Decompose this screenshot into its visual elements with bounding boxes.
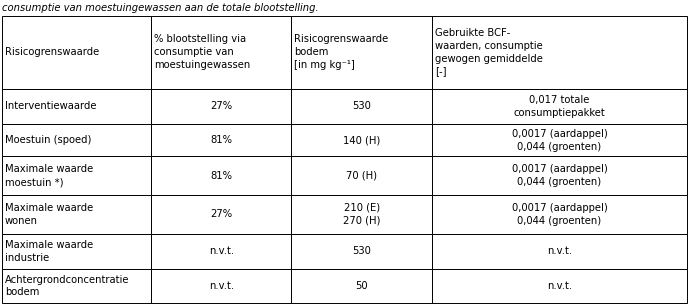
Bar (432, 156, 687, 195)
Text: 0,0017 (aardappel)
0,044 (groenten): 0,0017 (aardappel) 0,044 (groenten) (511, 129, 607, 152)
Bar (151, 124, 291, 156)
Text: consumptie van moestuingewassen aan de totale blootstelling.: consumptie van moestuingewassen aan de t… (2, 3, 318, 13)
Bar (432, 88, 687, 124)
Bar (2, 124, 151, 156)
Text: 27%: 27% (210, 209, 232, 219)
Text: 27%: 27% (210, 101, 232, 111)
Text: Gebruikte BCF-
waarden, consumptie
gewogen gemiddelde
[-]: Gebruikte BCF- waarden, consumptie gewog… (435, 28, 543, 77)
Bar (291, 124, 432, 156)
Text: Maximale waarde
moestuin *): Maximale waarde moestuin *) (5, 164, 93, 187)
Text: 530: 530 (352, 101, 371, 111)
Text: 0,0017 (aardappel)
0,044 (groenten): 0,0017 (aardappel) 0,044 (groenten) (511, 203, 607, 226)
Text: n.v.t.: n.v.t. (209, 246, 234, 257)
Bar (151, 16, 291, 88)
Text: 70 (H): 70 (H) (346, 170, 377, 181)
Text: Maximale waarde
industrie: Maximale waarde industrie (5, 240, 93, 263)
Bar (2, 88, 151, 124)
Bar (291, 195, 432, 234)
Text: Risicogrenswaarde: Risicogrenswaarde (5, 47, 99, 57)
Text: Moestuin (spoed): Moestuin (spoed) (5, 135, 92, 145)
Bar (151, 234, 291, 269)
Text: Interventiewaarde: Interventiewaarde (5, 101, 96, 111)
Text: n.v.t.: n.v.t. (547, 246, 572, 257)
Text: 81%: 81% (210, 135, 232, 145)
Bar (2, 16, 151, 88)
Bar (291, 16, 432, 88)
Bar (432, 269, 687, 303)
Text: n.v.t.: n.v.t. (547, 281, 572, 291)
Bar (151, 88, 291, 124)
Bar (151, 269, 291, 303)
Text: Achtergrondconcentratie
bodem: Achtergrondconcentratie bodem (5, 275, 130, 297)
Text: 530: 530 (352, 246, 371, 257)
Text: 50: 50 (356, 281, 368, 291)
Text: 0,017 totale
consumptiepakket: 0,017 totale consumptiepakket (513, 95, 606, 118)
Text: % blootstelling via
consumptie van
moestuingewassen: % blootstelling via consumptie van moest… (154, 34, 250, 70)
Text: 0,0017 (aardappel)
0,044 (groenten): 0,0017 (aardappel) 0,044 (groenten) (511, 164, 607, 187)
Bar (2, 156, 151, 195)
Bar (432, 234, 687, 269)
Bar (432, 195, 687, 234)
Bar (432, 16, 687, 88)
Text: 140 (H): 140 (H) (343, 135, 380, 145)
Bar (2, 195, 151, 234)
Text: 210 (E)
270 (H): 210 (E) 270 (H) (343, 203, 380, 226)
Bar (291, 88, 432, 124)
Bar (291, 156, 432, 195)
Bar (151, 156, 291, 195)
Bar (432, 124, 687, 156)
Bar (291, 234, 432, 269)
Bar (291, 269, 432, 303)
Bar (2, 269, 151, 303)
Text: Risicogrenswaarde
bodem
[in mg kg⁻¹]: Risicogrenswaarde bodem [in mg kg⁻¹] (294, 34, 389, 70)
Bar (151, 195, 291, 234)
Bar (2, 234, 151, 269)
Text: Maximale waarde
wonen: Maximale waarde wonen (5, 203, 93, 226)
Text: 81%: 81% (210, 170, 232, 181)
Text: n.v.t.: n.v.t. (209, 281, 234, 291)
